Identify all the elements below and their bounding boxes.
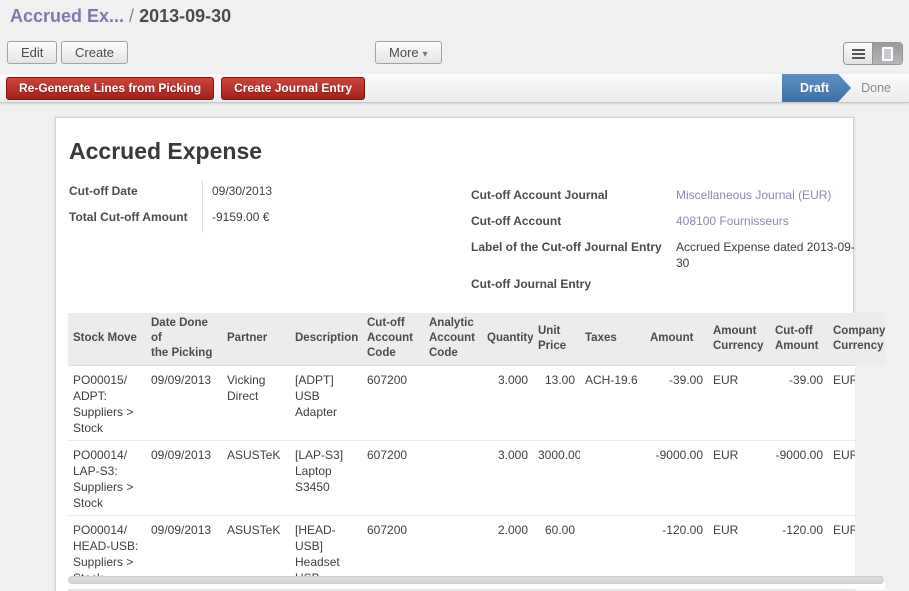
cell-taxes[interactable] (580, 440, 645, 515)
total-cutoff-amount-label: Total Cut-off Amount (69, 207, 202, 233)
horizontal-scrollbar[interactable] (68, 576, 884, 584)
col-date-done: Date Done of the Picking (146, 313, 222, 365)
cutoff-lines-table: Stock Move Date Done of the Picking Part… (68, 313, 885, 591)
page-title: 2013-09-30 (139, 6, 231, 26)
breadcrumb: Accrued Ex.../2013-09-30 (10, 6, 231, 27)
status-bar: Draft Done (782, 74, 909, 102)
col-partner: Partner (222, 313, 290, 365)
cell-unit-price[interactable]: 3000.00 (533, 440, 580, 515)
col-analytic-account-code: Analytic Account Code (424, 313, 482, 365)
cell-date-done[interactable]: 09/09/2013 (146, 440, 222, 515)
cutoff-account-link[interactable]: 408100 Fournisseurs (676, 211, 862, 234)
col-cutoff-account-code: Cut-off Account Code (362, 313, 424, 365)
more-label: More (389, 45, 419, 60)
regenerate-lines-button[interactable]: Re-Generate Lines from Picking (6, 77, 214, 100)
cell-amount-currency[interactable]: EUR (708, 440, 770, 515)
table-row[interactable]: PO00015/ ADPT: Suppliers > Stock 09/09/2… (68, 365, 885, 440)
cell-analytic-account-code[interactable] (424, 365, 482, 440)
cutoff-journal-entry-label: Cut-off Journal Entry (471, 274, 676, 297)
breadcrumb-parent-link[interactable]: Accrued Ex... (10, 6, 124, 26)
action-status-bar: Re-Generate Lines from Picking Create Jo… (0, 74, 909, 103)
cell-cutoff-account-code[interactable]: 607200 (362, 365, 424, 440)
cutoff-journal-entry-value (676, 274, 862, 297)
field-group-right: Cut-off Account Journal Miscellaneous Jo… (471, 185, 862, 297)
cell-amount-currency[interactable]: EUR (708, 365, 770, 440)
form-title: Accrued Expense (69, 138, 262, 165)
cell-partner[interactable]: Vicking Direct (222, 365, 290, 440)
cutoff-account-label: Cut-off Account (471, 211, 676, 234)
cell-cutoff-amount[interactable]: -39.00 (770, 365, 828, 440)
col-amount-currency: Amount Currency (708, 313, 770, 365)
form-view-icon (882, 47, 893, 61)
form-view-button[interactable] (873, 43, 902, 64)
breadcrumb-separator: / (129, 6, 134, 26)
create-journal-entry-button[interactable]: Create Journal Entry (221, 77, 365, 100)
cell-description[interactable]: [LAP-S3] Laptop S3450 (290, 440, 362, 515)
more-dropdown-button[interactable]: More ▾ (375, 41, 442, 64)
col-taxes: Taxes (580, 313, 645, 365)
cell-stock-move[interactable]: PO00015/ ADPT: Suppliers > Stock (68, 365, 146, 440)
cell-description[interactable]: [ADPT] USB Adapter (290, 365, 362, 440)
cell-quantity[interactable]: 3.000 (482, 365, 533, 440)
list-view-icon (852, 47, 865, 61)
col-unit-price: Unit Price (533, 313, 580, 365)
status-done[interactable]: Done (851, 74, 909, 102)
total-cutoff-amount-value: -9159.00 € (212, 207, 272, 233)
table-row[interactable]: PO00014/ LAP-S3: Suppliers > Stock 09/09… (68, 440, 885, 515)
cutoff-date-value: 09/30/2013 (212, 181, 272, 207)
caret-down-icon: ▾ (423, 49, 428, 60)
cutoff-account-journal-label: Cut-off Account Journal (471, 185, 676, 208)
col-quantity: Quantity (482, 313, 533, 365)
cell-partner[interactable]: ASUSTeK (222, 440, 290, 515)
cell-analytic-account-code[interactable] (424, 440, 482, 515)
col-amount: Amount (645, 313, 708, 365)
table-header-row: Stock Move Date Done of the Picking Part… (68, 313, 885, 365)
col-company-currency: Company Currency (828, 313, 885, 365)
journal-entry-label-label: Label of the Cut-off Journal Entry (471, 237, 676, 260)
create-button[interactable]: Create (61, 41, 128, 64)
journal-entry-label-value: Accrued Expense dated 2013-09-30 (676, 237, 862, 271)
cell-stock-move[interactable]: PO00014/ LAP-S3: Suppliers > Stock (68, 440, 146, 515)
table-right-clip (855, 365, 909, 578)
cell-date-done[interactable]: 09/09/2013 (146, 365, 222, 440)
next-section-divider (68, 589, 855, 590)
cell-taxes[interactable]: ACH-19.6 (580, 365, 645, 440)
col-cutoff-amount: Cut-off Amount (770, 313, 828, 365)
col-description: Description (290, 313, 362, 365)
cell-amount[interactable]: -9000.00 (645, 440, 708, 515)
cell-cutoff-account-code[interactable]: 607200 (362, 440, 424, 515)
cutoff-account-journal-link[interactable]: Miscellaneous Journal (EUR) (676, 185, 862, 208)
cell-amount[interactable]: -39.00 (645, 365, 708, 440)
odoo-form-page: Accrued Ex.../2013-09-30 Edit Create Mor… (0, 0, 909, 591)
view-switcher (843, 42, 903, 65)
status-draft: Draft (782, 74, 851, 102)
cell-unit-price[interactable]: 13.00 (533, 365, 580, 440)
col-stock-move: Stock Move (68, 313, 146, 365)
cutoff-date-label: Cut-off Date (69, 181, 202, 207)
cell-quantity[interactable]: 3.000 (482, 440, 533, 515)
list-view-button[interactable] (844, 43, 873, 64)
cell-cutoff-amount[interactable]: -9000.00 (770, 440, 828, 515)
edit-button[interactable]: Edit (7, 41, 57, 64)
field-group-left: Cut-off Date Total Cut-off Amount 09/30/… (69, 181, 272, 233)
